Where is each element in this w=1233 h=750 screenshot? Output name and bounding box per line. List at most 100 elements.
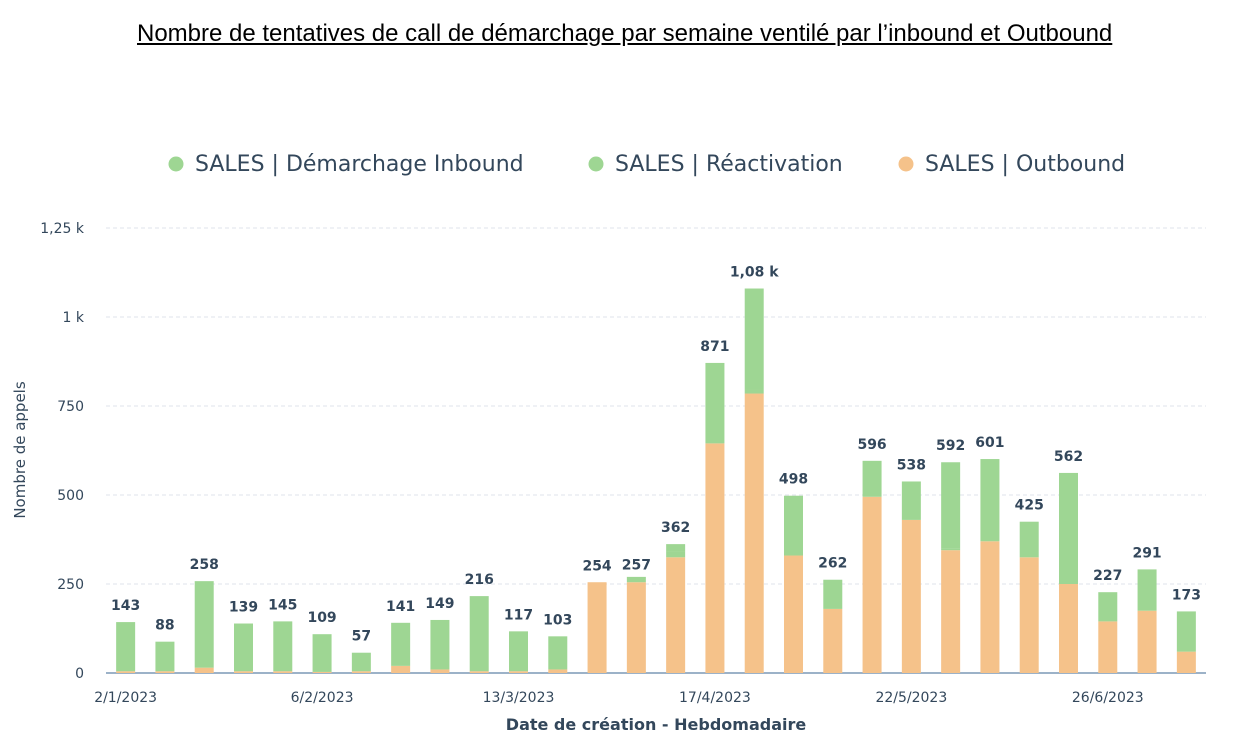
chart-legend: SALES | Démarchage Inbound SALES | Réacti… — [168, 152, 1125, 177]
bar-segment — [116, 671, 136, 673]
bar-segment — [862, 496, 882, 673]
total-label: 601 — [975, 435, 1004, 451]
bar-segment — [430, 619, 450, 670]
bar-segment — [1176, 611, 1196, 652]
y-axis-title: Nombre de appels — [11, 381, 29, 519]
bar-segment — [784, 495, 803, 556]
x-tick-label: 26/6/2023 — [1072, 690, 1144, 706]
x-axis-ticks: 2/1/2023 6/2/2023 13/3/2023 17/4/2023 22/5/2… — [94, 690, 1143, 706]
bar-segment — [1098, 592, 1118, 622]
bar-segment — [548, 669, 568, 673]
bar-segment — [666, 544, 686, 552]
bar-segment — [1137, 569, 1157, 611]
total-label: 227 — [1093, 568, 1122, 584]
total-label: 103 — [543, 612, 572, 628]
bar-segment — [548, 636, 568, 670]
bar-segment — [1019, 521, 1039, 558]
bar-segment — [469, 596, 489, 672]
x-axis-title: Date de création - Hebdomadaire — [506, 715, 807, 734]
bar-segment — [234, 623, 253, 672]
bar-segment — [194, 667, 214, 673]
bar-segment — [1019, 557, 1039, 673]
bar-segment — [430, 669, 450, 673]
bar-segment — [273, 671, 293, 673]
total-label: 117 — [504, 607, 533, 623]
legend-dot — [898, 156, 914, 172]
bar-segment — [744, 288, 764, 390]
y-tick-label: 750 — [57, 399, 84, 415]
x-tick-label: 6/2/2023 — [291, 690, 354, 706]
y-tick-label: 1,25 k — [40, 221, 85, 237]
x-tick-label: 13/3/2023 — [483, 690, 555, 706]
bar-segment — [666, 551, 686, 558]
total-label: 425 — [1015, 498, 1044, 514]
total-label: 538 — [897, 457, 926, 473]
bar-segment — [705, 362, 725, 444]
bar-segment — [941, 550, 961, 673]
bar-segment — [509, 671, 528, 673]
legend-label: SALES | Réactivation — [615, 152, 843, 177]
total-label: 498 — [779, 472, 808, 488]
x-tick-label: 17/4/2023 — [679, 690, 751, 706]
total-label: 141 — [386, 599, 415, 615]
bar-segment — [626, 582, 646, 673]
bar-segment — [823, 608, 843, 673]
total-label: 596 — [857, 437, 886, 453]
total-label: 1,08 k — [730, 265, 779, 281]
bar-segment — [901, 519, 921, 673]
bar-segment — [941, 462, 961, 549]
bar-segment — [1098, 621, 1118, 673]
legend-label: SALES | Démarchage Inbound — [195, 152, 524, 177]
bar-segment — [116, 622, 136, 672]
total-label: 562 — [1054, 449, 1083, 465]
bar-segment — [351, 652, 371, 672]
bar-segment — [1059, 472, 1078, 584]
bar-segment — [587, 582, 607, 673]
bar-segment — [194, 581, 214, 668]
bar-segment — [1137, 610, 1157, 673]
total-label: 258 — [190, 557, 219, 573]
total-label: 871 — [700, 339, 729, 355]
total-label: 291 — [1132, 545, 1161, 561]
total-label: 143 — [111, 598, 140, 614]
legend-dot — [168, 156, 184, 172]
bar-segment — [312, 671, 332, 673]
total-labels: 143 88 258 139 145 109 57 141 149 216 117 103 254 257… — [111, 265, 1201, 645]
bar-segment — [1176, 651, 1196, 673]
bar-segment — [901, 481, 921, 520]
total-label: 254 — [582, 559, 611, 575]
legend-label: SALES | Outbound — [925, 152, 1125, 177]
total-label: 257 — [622, 558, 651, 574]
bar-segment — [941, 548, 961, 551]
bar-segment — [351, 671, 371, 673]
total-label: 592 — [936, 438, 965, 454]
page-title: Nombre de tentatives de call de démarcha… — [137, 20, 1113, 47]
bar-segment — [469, 671, 489, 673]
y-axis-ticks: 0 250 500 750 1 k 1,25 k — [40, 221, 85, 682]
total-label: 145 — [268, 597, 297, 613]
y-tick-label: 1 k — [63, 310, 85, 326]
bar-segment — [666, 557, 686, 673]
bar-segment — [391, 665, 411, 673]
bar-segment — [234, 671, 253, 673]
y-tick-label: 500 — [57, 488, 84, 504]
bar-segment — [626, 576, 646, 583]
bar-segment — [312, 634, 332, 672]
bar-segment — [784, 555, 803, 673]
total-label: 216 — [465, 572, 494, 588]
total-label: 173 — [1172, 587, 1201, 603]
x-tick-label: 22/5/2023 — [875, 690, 947, 706]
bar-segment — [155, 641, 175, 672]
bar-segment — [1059, 584, 1078, 673]
legend-dot — [588, 156, 604, 172]
total-label: 109 — [307, 610, 336, 626]
bar-segment — [823, 579, 843, 609]
bar-segment — [744, 393, 764, 673]
bar-segment — [391, 622, 411, 666]
bar-segment — [509, 631, 528, 672]
x-tick-label: 2/1/2023 — [94, 690, 157, 706]
bar-segment — [980, 459, 1000, 542]
bar-segment — [744, 389, 764, 394]
bar-segment — [155, 671, 175, 673]
